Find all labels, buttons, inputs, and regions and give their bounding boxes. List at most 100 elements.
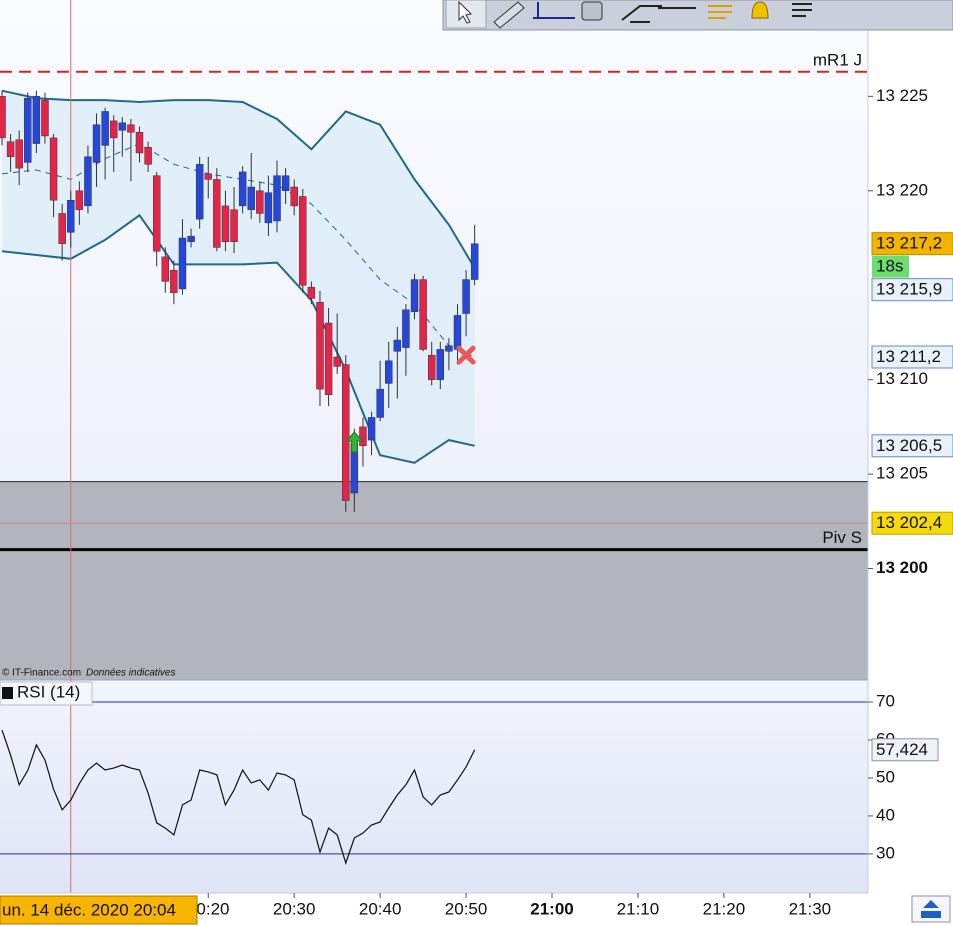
candle-body — [170, 269, 178, 293]
x-tick-label: 21:30 — [789, 899, 832, 918]
candle-body — [470, 243, 479, 280]
candle-body — [144, 147, 152, 165]
x-tick-label: 20:40 — [359, 899, 402, 918]
y-tick-label: 13 225 — [876, 86, 928, 105]
y-tick-label: 30 — [876, 843, 895, 862]
pivot-label: Piv S — [822, 528, 862, 547]
crosshair-y-badge — [871, 511, 953, 535]
x-tick-label: 20:30 — [273, 899, 316, 918]
scroll-button-bg[interactable] — [911, 895, 951, 923]
candle-body — [385, 360, 393, 384]
candle-body — [49, 137, 58, 201]
countdown-badge — [872, 255, 909, 278]
x-tick-label: 20:20 — [187, 899, 230, 918]
candle-body — [376, 388, 384, 418]
candle-body — [118, 122, 127, 131]
band-upper — [1, 89, 476, 269]
tool-orders[interactable] — [792, 3, 812, 17]
price-badge-label: 13 211,2 — [876, 347, 941, 366]
candle-body — [342, 364, 350, 501]
x-tick-label: 21:10 — [617, 899, 660, 918]
x-tick-label: 21:00 — [530, 899, 573, 918]
y-tick-label: 13 205 — [876, 464, 928, 483]
candle-body — [58, 213, 66, 244]
watermark-note: Données indicatives — [86, 668, 176, 679]
candle-body — [445, 345, 453, 352]
candle-body — [110, 120, 118, 139]
price-badge — [871, 345, 953, 369]
crosshair-x-label: un. 14 déc. 2020 20:04 — [2, 900, 176, 919]
price-axis — [868, 0, 953, 926]
candle-body — [307, 286, 316, 299]
rsi-icon — [2, 687, 13, 699]
candle-body — [6, 141, 15, 157]
candle-body — [75, 190, 84, 210]
rsi-value-badge — [871, 738, 939, 762]
candle-body — [299, 196, 307, 286]
candle-body — [178, 237, 187, 290]
candle-body — [281, 175, 290, 191]
candle-body — [264, 192, 273, 224]
candle-body — [247, 186, 255, 210]
candle-body — [15, 139, 23, 169]
pointer-icon — [458, 0, 473, 24]
y-tick-label: 13 200 — [876, 558, 928, 577]
crosshair-x-badge — [0, 895, 198, 925]
toolbar-bg — [442, 0, 953, 31]
candle-body — [402, 309, 410, 348]
tool-alert[interactable] — [751, 1, 769, 19]
candle-body — [428, 354, 436, 380]
candle-body — [213, 179, 221, 248]
candle-body — [256, 190, 264, 214]
tool-axis[interactable] — [533, 2, 575, 19]
price-badge — [871, 278, 953, 302]
scroll-icon — [921, 900, 941, 918]
y-tick-label: 13 220 — [876, 180, 928, 199]
price-badge-label: 13 206,5 — [876, 436, 942, 455]
candle-body — [316, 302, 324, 390]
rsi-value-label: 57,424 — [876, 740, 928, 759]
countdown: 18s — [876, 257, 903, 276]
price-badge — [871, 232, 953, 256]
tool-line[interactable] — [621, 5, 662, 23]
candle-body — [410, 279, 419, 312]
rsi-title-box — [0, 681, 93, 706]
x-tick-label: 21:20 — [703, 899, 746, 918]
tool-ruler[interactable] — [493, 1, 525, 29]
candle-body — [221, 205, 230, 242]
candle-body — [436, 349, 444, 380]
y-tick-label: 40 — [876, 805, 895, 824]
candle-body — [32, 96, 41, 144]
candle-body — [333, 356, 341, 367]
y-tick-label: 70 — [876, 692, 895, 711]
price-badge — [871, 434, 953, 458]
scroll-button[interactable] — [911, 895, 951, 923]
candle-body — [462, 279, 470, 314]
buy-signal — [345, 431, 364, 453]
candle-body — [41, 99, 49, 137]
support-zone — [0, 481, 868, 680]
candle-body — [101, 111, 109, 146]
band-lower — [1, 213, 475, 464]
candle-body — [204, 173, 212, 180]
candle-body — [238, 171, 247, 207]
candle-body — [24, 98, 32, 163]
candle-body — [0, 96, 6, 139]
pivot-label: mR1 J — [813, 50, 862, 69]
candle-body — [419, 279, 427, 350]
candle-body — [187, 235, 195, 242]
candle-body — [453, 315, 462, 350]
candle-body — [195, 164, 204, 220]
tool-trash[interactable] — [581, 1, 603, 21]
band-fill — [2, 90, 475, 463]
y-tick-label: 13 210 — [876, 369, 928, 388]
y-tick-label: 50 — [876, 767, 895, 786]
candle-body — [152, 175, 161, 252]
candle-body — [290, 186, 298, 207]
candle-body — [230, 209, 238, 242]
candle-body — [359, 426, 367, 446]
tool-fibo[interactable] — [708, 5, 732, 19]
candle-body — [367, 417, 376, 441]
candle-body — [84, 156, 92, 207]
candle-body — [273, 175, 281, 222]
